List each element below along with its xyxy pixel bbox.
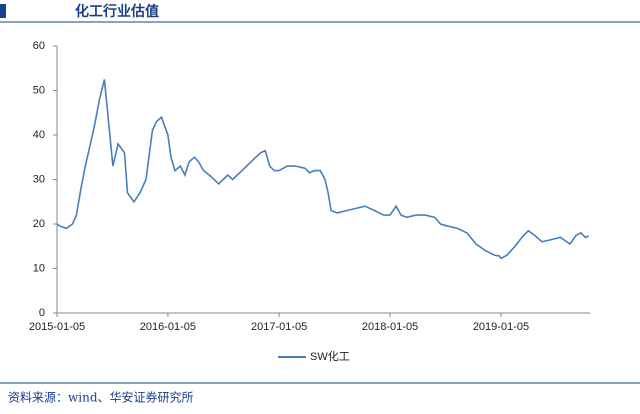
y-tick-label: 20	[33, 218, 45, 230]
y-tick-label: 50	[33, 84, 45, 96]
x-tick-label: 2018-01-05	[362, 321, 418, 333]
title-marker	[0, 4, 6, 18]
x-tick-label: 2015-01-05	[29, 321, 85, 333]
chart-title: 化工行业估值	[75, 3, 159, 20]
x-tick-label: 2019-01-05	[473, 321, 529, 333]
line-series	[56, 79, 589, 260]
x-tick-label: 2017-01-05	[251, 321, 307, 333]
y-tick-label: 30	[33, 173, 45, 185]
y-tick-label: 40	[33, 129, 45, 141]
source: 资料来源：wind、华安证券研究所	[8, 390, 194, 405]
y-tick-label: 10	[33, 262, 45, 274]
x-tick-label: 2016-01-05	[140, 321, 196, 333]
y-tick-label: 0	[39, 307, 45, 319]
legend-label: SW化工	[310, 349, 350, 363]
y-tick-label: 60	[33, 40, 45, 52]
